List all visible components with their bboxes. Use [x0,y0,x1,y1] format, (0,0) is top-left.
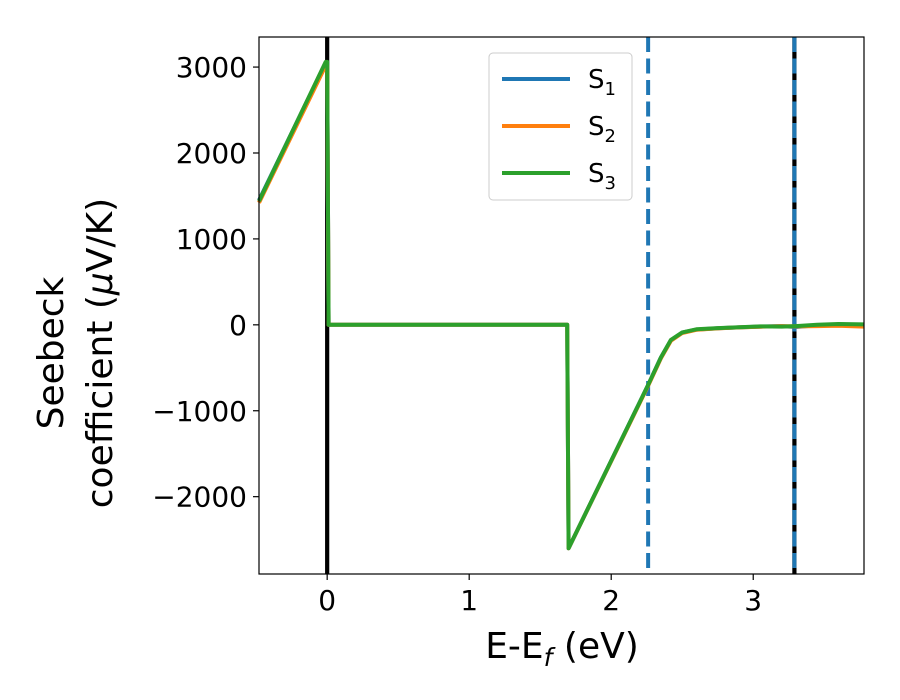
legend-label-3: S3 [588,159,616,194]
y-axis-label-line1: Seebeck [31,276,72,429]
y-tick-label-2: 1000 [176,223,247,256]
x-axis-label-rest: (eV) [552,626,638,667]
y-tick-label-0: 3000 [176,51,247,84]
x-tick-label-1: 1 [460,584,478,617]
plot-frame [258,36,865,575]
x-tick-label-3: 3 [744,584,762,617]
legend: S1 S2 S3 [488,52,633,201]
y-tick-label-1: 2000 [176,137,247,170]
y-axis-label-main: coefficient ( [80,295,121,508]
series-line-3 [257,59,865,551]
x-ticks: 0 1 2 3 [318,574,762,617]
y-ticks: 3000 2000 1000 0 −1000 −2000 [152,51,259,514]
y-tick-label-3: 0 [229,309,247,342]
y-axis-label-mu: μ [80,272,121,296]
x-tick-label-2: 2 [602,584,620,617]
x-axis-label-main: E-E [485,626,543,667]
series-lines [257,59,865,551]
y-axis-label-rest: V/K) [80,198,121,272]
x-axis-label: E-Ef (eV) [485,626,639,672]
x-tick-label-0: 0 [318,584,336,617]
legend-label-1: S1 [588,65,616,100]
y-tick-label-4: −1000 [152,395,247,428]
y-tick-label-5: −2000 [152,481,247,514]
legend-label-2: S2 [588,112,616,147]
y-axis-label-line2: coefficient (μV/K) [80,198,121,508]
